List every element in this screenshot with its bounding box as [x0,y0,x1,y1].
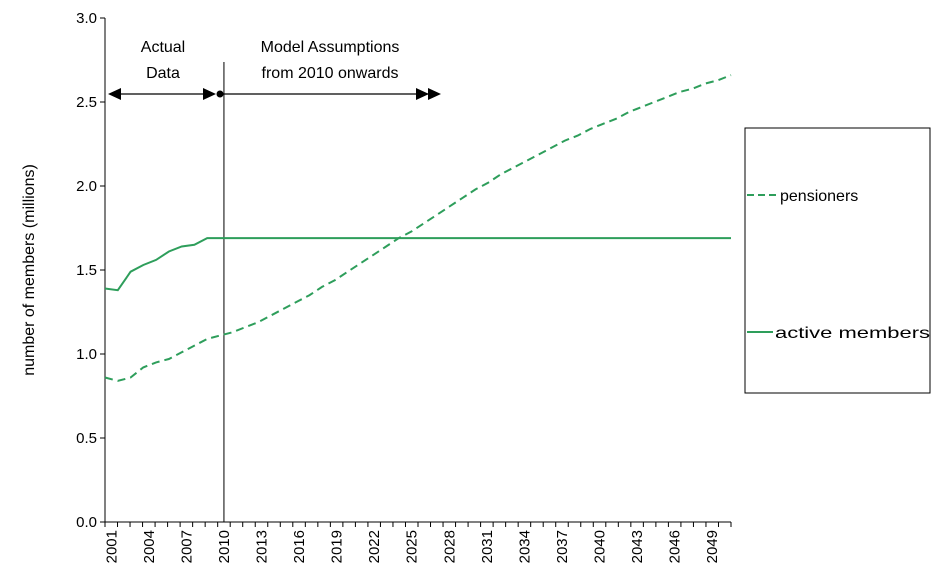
x-tick-label: 2013 [254,530,271,563]
x-tick-label: 2037 [554,530,571,563]
x-tick-label: 2031 [479,530,496,563]
legend: pensioners active members [744,127,931,394]
x-tick-label: 2001 [103,530,120,563]
annotation-actual-line2: Data [146,65,180,82]
y-tick-label: 3.0 [76,10,97,27]
annotation-model-assumptions: Model Assumptions from 2010 onwards [261,39,400,82]
x-tick-label: 2004 [141,530,158,563]
actual-arrowhead-left [108,88,121,100]
annotation-model-line1: Model Assumptions [261,39,400,56]
x-tick-label: 2043 [629,530,646,563]
model-arrowhead-2 [428,88,441,100]
annotation-model-line2: from 2010 onwards [262,65,399,82]
actual-arrowhead-right [203,88,216,100]
x-tick-label: 2016 [291,530,308,563]
annotation-actual-data: Actual Data [141,39,185,82]
annotation-actual-line1: Actual [141,39,185,56]
y-tick-label: 1.0 [76,346,97,363]
x-axis-ticks: 2001 2004 2007 2010 2013 2016 2019 2022 2025 2028… [103,522,732,563]
legend-box [744,127,931,394]
y-axis-title: number of members (millions) [21,164,38,376]
x-tick-label: 2034 [516,530,533,563]
y-tick-label: 0.0 [76,514,97,531]
x-tick-label: 2025 [404,530,421,563]
series-lines [104,74,732,382]
arrows [108,88,441,100]
y-axis-ticks: 0.0 0.5 1.0 1.5 2.0 2.5 3.0 [76,10,105,531]
x-tick-label: 2010 [216,530,233,563]
x-tick-label: 2040 [592,530,609,563]
model-arrowhead-1 [416,88,429,100]
series-line-active-members [104,237,731,292]
y-tick-label: 2.0 [76,178,97,195]
x-tick-label: 2022 [366,530,383,563]
legend-label-active-members: active members [775,325,930,342]
series-line-pensioners [104,74,732,382]
y-tick-label: 0.5 [76,430,97,447]
y-tick-label: 1.5 [76,262,97,279]
x-tick-label: 2019 [329,530,346,563]
x-tick-label: 2007 [178,530,195,563]
legend-label-pensioners: pensioners [780,188,858,205]
x-tick-label: 2028 [441,530,458,563]
y-tick-label: 2.5 [76,94,97,111]
x-tick-label: 2046 [667,530,684,563]
x-tick-label: 2049 [704,530,721,563]
